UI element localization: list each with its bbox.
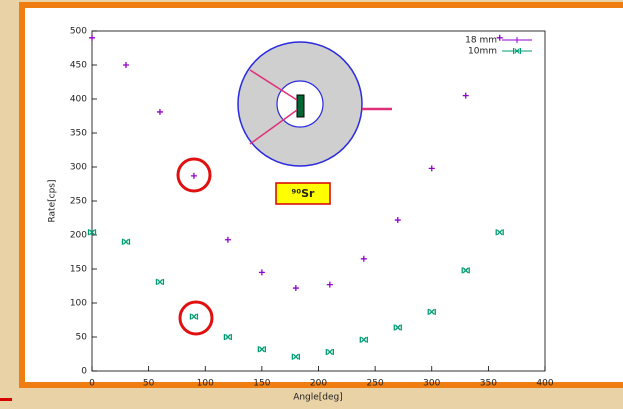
y-tick-label: 200	[70, 231, 87, 241]
y-tick-label: 300	[70, 163, 87, 173]
legend-label: 18 mm	[465, 36, 497, 46]
y-tick-label: 400	[70, 95, 87, 105]
screenshot: ⁹⁰Sr Angle[deg] Rate[cps] 0 50 100 150 200 25…	[0, 0, 623, 409]
legend-label: 10mm	[468, 47, 497, 57]
x-axis-label: Angle[deg]	[293, 393, 343, 403]
x-tick-label: 250	[367, 379, 384, 389]
y-tick-label: 350	[70, 129, 87, 139]
annotation: ⁹⁰Sr	[292, 187, 316, 200]
x-tick-label: 150	[253, 379, 270, 389]
y-tick-label: 150	[70, 265, 87, 275]
y-axis-label: Rate[cps]	[48, 179, 58, 222]
y-tick-label: 450	[70, 61, 87, 71]
y-tick-label: 250	[70, 197, 87, 207]
y-tick-label: 0	[81, 367, 87, 377]
source	[297, 95, 304, 117]
x-tick-label: 300	[423, 379, 440, 389]
x-tick-label: 350	[480, 379, 497, 389]
y-tick-label: 500	[70, 27, 87, 37]
y-tick-label: 100	[70, 299, 87, 309]
x-tick-label: 100	[197, 379, 214, 389]
corner-mark	[0, 398, 12, 401]
x-tick-label: 0	[89, 379, 95, 389]
x-tick-label: 50	[143, 379, 155, 389]
x-tick-label: 200	[310, 379, 327, 389]
x-tick-label: 400	[536, 379, 553, 389]
y-tick-label: 50	[76, 333, 88, 343]
